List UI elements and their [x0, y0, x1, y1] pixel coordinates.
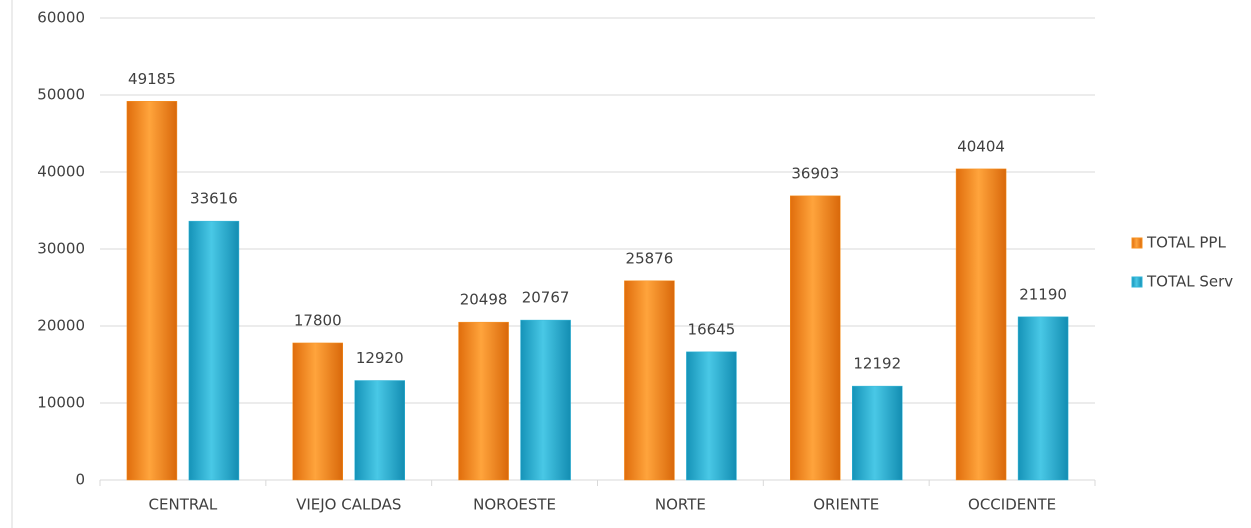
- data-label: 20498: [460, 291, 508, 309]
- bar: [188, 220, 240, 481]
- bar: [126, 101, 178, 481]
- legend-label: TOTAL PPL: [1146, 234, 1226, 252]
- y-tick-label: 40000: [37, 163, 85, 181]
- bar: [292, 342, 343, 481]
- data-label: 33616: [190, 190, 238, 208]
- bar: [852, 385, 903, 481]
- x-tick-label: OCCIDENTE: [968, 496, 1056, 514]
- data-label: 16645: [688, 320, 736, 338]
- y-tick-label: 0: [75, 471, 85, 489]
- data-label: 25876: [626, 249, 674, 267]
- data-label: 12920: [356, 349, 404, 367]
- bar: [624, 280, 675, 481]
- x-tick-label: NORTE: [655, 496, 706, 514]
- bar: [458, 321, 509, 481]
- legend-label: TOTAL Serv: [1146, 273, 1233, 291]
- data-label: 21190: [1019, 285, 1067, 303]
- bar: [520, 319, 571, 481]
- y-tick-label: 20000: [37, 317, 85, 335]
- data-label: 40404: [957, 137, 1005, 155]
- legend-swatch: [1131, 276, 1143, 288]
- bar: [1017, 316, 1069, 481]
- bar: [686, 351, 737, 481]
- data-label: 36903: [791, 164, 839, 182]
- x-tick-label: NOROESTE: [473, 496, 556, 514]
- x-tick-label: CENTRAL: [149, 496, 218, 514]
- x-tick-label: VIEJO CALDAS: [296, 496, 401, 514]
- y-tick-label: 50000: [37, 86, 85, 104]
- bar: [354, 380, 405, 481]
- legend-swatch: [1131, 237, 1143, 249]
- data-label: 20767: [522, 289, 570, 307]
- bar: [955, 168, 1007, 481]
- y-tick-label: 30000: [37, 240, 85, 258]
- y-tick-label: 10000: [37, 394, 85, 412]
- data-label: 17800: [294, 311, 342, 329]
- x-tick-label: ORIENTE: [813, 496, 879, 514]
- data-label: 12192: [853, 355, 901, 373]
- data-label: 49185: [128, 70, 176, 88]
- bar: [790, 195, 841, 481]
- y-tick-label: 60000: [37, 9, 85, 27]
